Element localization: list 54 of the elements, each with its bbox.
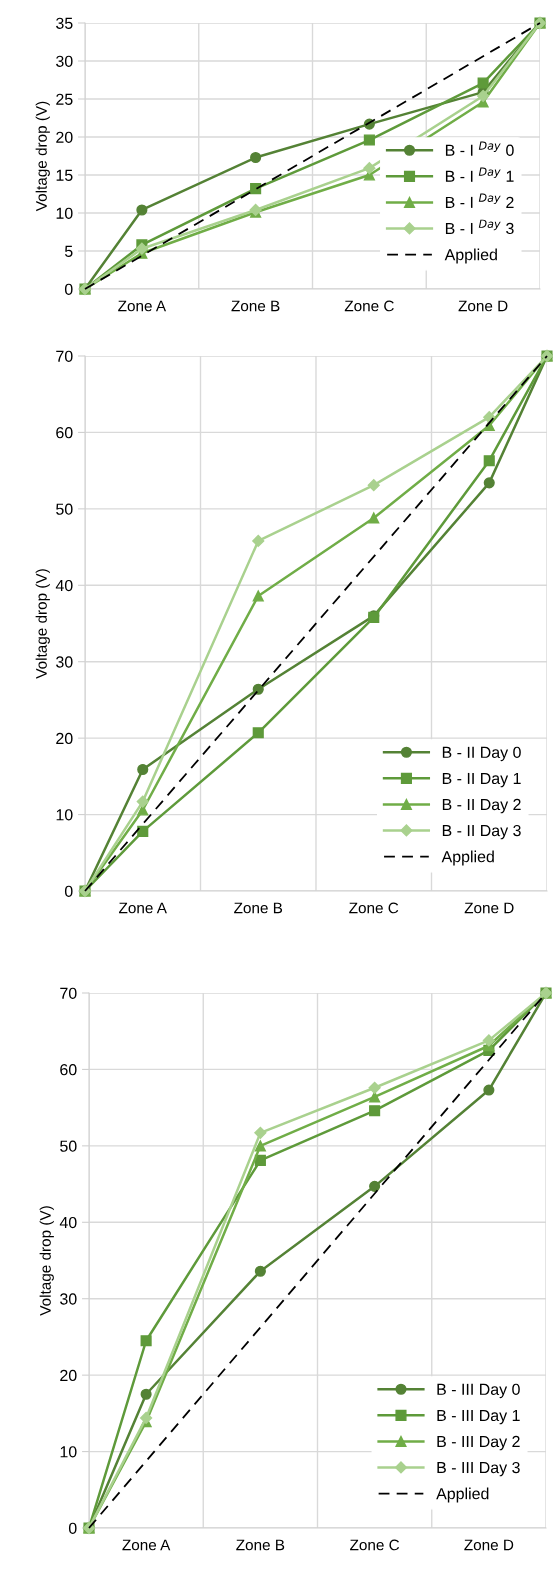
legend-label: B - II Day 0 [442,746,521,762]
y-tick-label: 10 [56,809,73,821]
legend-label: B - I $^{Day}$ 0 [445,141,514,156]
y-tick-label: 50 [60,1140,77,1152]
y-tick-label: 60 [60,1064,77,1076]
legend-label: B - II Day 2 [442,798,521,814]
y-axis-title: Voltage drop (V) [35,569,50,679]
x-tick-label: Zone D [464,902,514,914]
y-tick-label: 0 [64,885,73,897]
legend-label: B - III Day 0 [437,1383,520,1399]
legend-label: Applied [444,248,497,264]
y-tick-label: 5 [64,245,73,257]
y-tick-label: 40 [59,1216,77,1229]
x-tick-label: Zone D [464,1539,514,1551]
x-tick-label: Zone B [234,902,283,914]
legend-label: B - I $^{Day}$ 3 [445,219,514,235]
y-tick-label: 20 [56,131,73,143]
legend-label: B - III Day 1 [437,1409,520,1425]
y-tick-label: 10 [60,1446,77,1458]
y-tick-label: 10 [56,207,73,219]
y-tick-label: 70 [60,987,77,999]
y-tick-label: 0 [64,283,73,295]
legend-label: B - I $^{Day}$ 1 [445,167,514,182]
y-tick-label: 0 [68,1522,77,1534]
x-tick-label: Zone A [119,902,167,914]
y-tick-label: 25 [56,93,73,105]
y-tick-label: 35 [56,17,73,29]
y-axis-title: Voltage drop (V) [35,101,50,212]
legend-label: B - II Day 3 [442,824,521,840]
y-axis-title: Voltage drop (V) [39,1206,54,1316]
legend-label: B - II Day 1 [442,772,521,788]
y-tick-label: 60 [56,427,73,439]
y-tick-label: 30 [56,55,73,67]
x-tick-label: Zone B [231,300,280,312]
x-tick-label: Zone A [118,300,167,312]
y-tick-label: 30 [60,1293,77,1305]
legend-label: Applied [436,1487,489,1503]
y-tick-label: 15 [56,169,73,181]
y-tick-label: 50 [56,503,73,515]
legend-label: Applied [441,850,494,866]
y-tick-label: 20 [56,732,73,745]
legend-label: B - III Day 3 [437,1461,520,1477]
x-tick-label: Zone C [350,1539,400,1551]
x-tick-label: Zone B [236,1539,285,1551]
x-tick-label: Zone C [349,902,399,914]
x-tick-label: Zone D [458,300,508,312]
x-tick-label: Zone A [122,1539,171,1551]
y-tick-label: 70 [56,350,73,362]
legend-label: B - III Day 2 [437,1435,520,1451]
y-tick-label: 40 [55,579,73,592]
x-tick-label: Zone C [344,300,394,312]
y-tick-label: 30 [56,656,73,668]
legend-label: B - I $^{Day}$ 2 [445,193,514,208]
y-tick-label: 20 [60,1369,77,1382]
